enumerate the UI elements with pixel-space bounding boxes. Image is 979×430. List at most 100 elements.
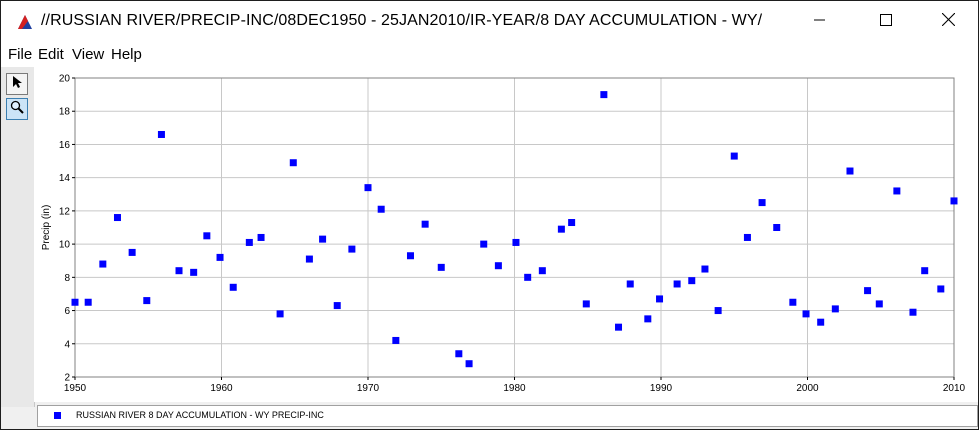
scatter-chart: 2 4 6 8 10 12 14 16 18 20 1950 1960 1970 1980 1990 2000… (41, 74, 966, 395)
data-point (190, 268, 198, 276)
data-point (758, 199, 766, 207)
data-point (582, 300, 590, 308)
plot-area[interactable]: 2 4 6 8 10 12 14 16 18 20 1950 1960 1970 1980 1990 2000… (34, 67, 978, 402)
data-point (377, 205, 385, 213)
data-point (743, 233, 751, 241)
data-point (802, 310, 810, 318)
menu-bar: File Edit View Help (1, 43, 978, 67)
data-point (673, 280, 681, 288)
data-point (864, 287, 872, 295)
data-point (71, 298, 79, 306)
data-point (406, 252, 414, 260)
data-point (348, 245, 356, 253)
data-point (216, 253, 224, 261)
data-point (909, 308, 917, 316)
tool-panel (1, 67, 35, 407)
data-point (921, 267, 929, 275)
data-point (245, 238, 253, 246)
data-point (99, 260, 107, 268)
y-tick-label: 12 (59, 206, 71, 217)
x-tick-label: 1970 (357, 383, 380, 394)
data-point (773, 224, 781, 231)
y-tick-label: 16 (59, 140, 71, 151)
maximize-button[interactable] (863, 1, 909, 43)
data-point (875, 300, 883, 308)
data-point (305, 255, 313, 263)
menu-edit[interactable]: Edit (38, 46, 64, 63)
zoom-magnifier-icon (10, 100, 24, 119)
data-point (333, 302, 341, 310)
data-point (113, 214, 121, 222)
minimize-icon (814, 13, 826, 31)
y-tick-label: 8 (64, 273, 70, 284)
data-point (437, 263, 445, 271)
data-point (615, 323, 623, 331)
data-point (480, 240, 488, 248)
data-point (656, 295, 664, 303)
y-tick-label: 10 (59, 240, 71, 251)
data-point (626, 280, 634, 288)
chart-logo-icon (17, 14, 33, 30)
window-title: //RUSSIAN RIVER/PRECIP-INC/08DEC1950 - 2… (41, 12, 763, 29)
minimize-button[interactable] (797, 1, 843, 43)
menu-help[interactable]: Help (111, 46, 142, 63)
y-tick-label: 6 (64, 306, 70, 317)
data-point (568, 219, 576, 227)
y-tick-label: 14 (59, 173, 71, 184)
pointer-tool-button[interactable] (6, 73, 28, 95)
data-point (143, 297, 151, 305)
data-point (229, 283, 237, 291)
data-point (319, 235, 327, 243)
menu-view[interactable]: View (72, 46, 105, 63)
data-point (950, 197, 958, 205)
menu-file[interactable]: File (8, 46, 33, 63)
data-point (789, 298, 797, 306)
data-point (257, 233, 265, 241)
data-point (524, 273, 532, 281)
pointer-arrow-icon (11, 75, 23, 94)
data-point (421, 220, 429, 228)
data-point (84, 298, 92, 306)
data-point (465, 360, 473, 368)
title-bar[interactable]: //RUSSIAN RIVER/PRECIP-INC/08DEC1950 - 2… (1, 1, 978, 43)
data-point (688, 277, 696, 285)
x-tick-label: 1980 (503, 383, 526, 394)
data-point (714, 307, 722, 315)
y-tick-label: 2 (64, 373, 70, 384)
plot-toolbar (6, 73, 32, 123)
data-point (817, 318, 825, 326)
data-point (644, 315, 652, 323)
y-tick-label: 18 (59, 107, 71, 118)
y-axis-label: Precip (in) (41, 205, 52, 251)
x-tick-label: 2010 (943, 383, 966, 394)
legend-label: RUSSIAN RIVER 8 DAY ACCUMULATION - WY PR… (76, 410, 324, 420)
legend-marker (54, 412, 61, 419)
data-point (846, 167, 854, 175)
close-icon (941, 12, 955, 31)
data-point (893, 187, 901, 195)
data-point (392, 336, 400, 344)
close-button[interactable] (925, 1, 971, 43)
data-point (538, 267, 546, 275)
zoom-tool-button[interactable] (6, 98, 28, 120)
y-tick-label: 20 (59, 74, 71, 85)
x-tick-label: 2000 (796, 383, 819, 394)
data-point (494, 262, 502, 270)
data-point (128, 248, 136, 256)
data-point (289, 159, 297, 167)
x-tick-label: 1950 (64, 383, 87, 394)
data-point (557, 225, 565, 233)
data-point (730, 152, 738, 160)
data-point (600, 91, 608, 99)
maximize-icon (880, 13, 892, 31)
data-point (157, 130, 165, 138)
data-point (701, 265, 709, 273)
legend: RUSSIAN RIVER 8 DAY ACCUMULATION - WY PR… (37, 405, 978, 427)
data-point (937, 285, 945, 293)
data-point (175, 267, 183, 275)
data-point (455, 350, 463, 358)
data-point (276, 310, 284, 318)
x-tick-label: 1990 (650, 383, 673, 394)
x-tick-label: 1960 (210, 383, 233, 394)
